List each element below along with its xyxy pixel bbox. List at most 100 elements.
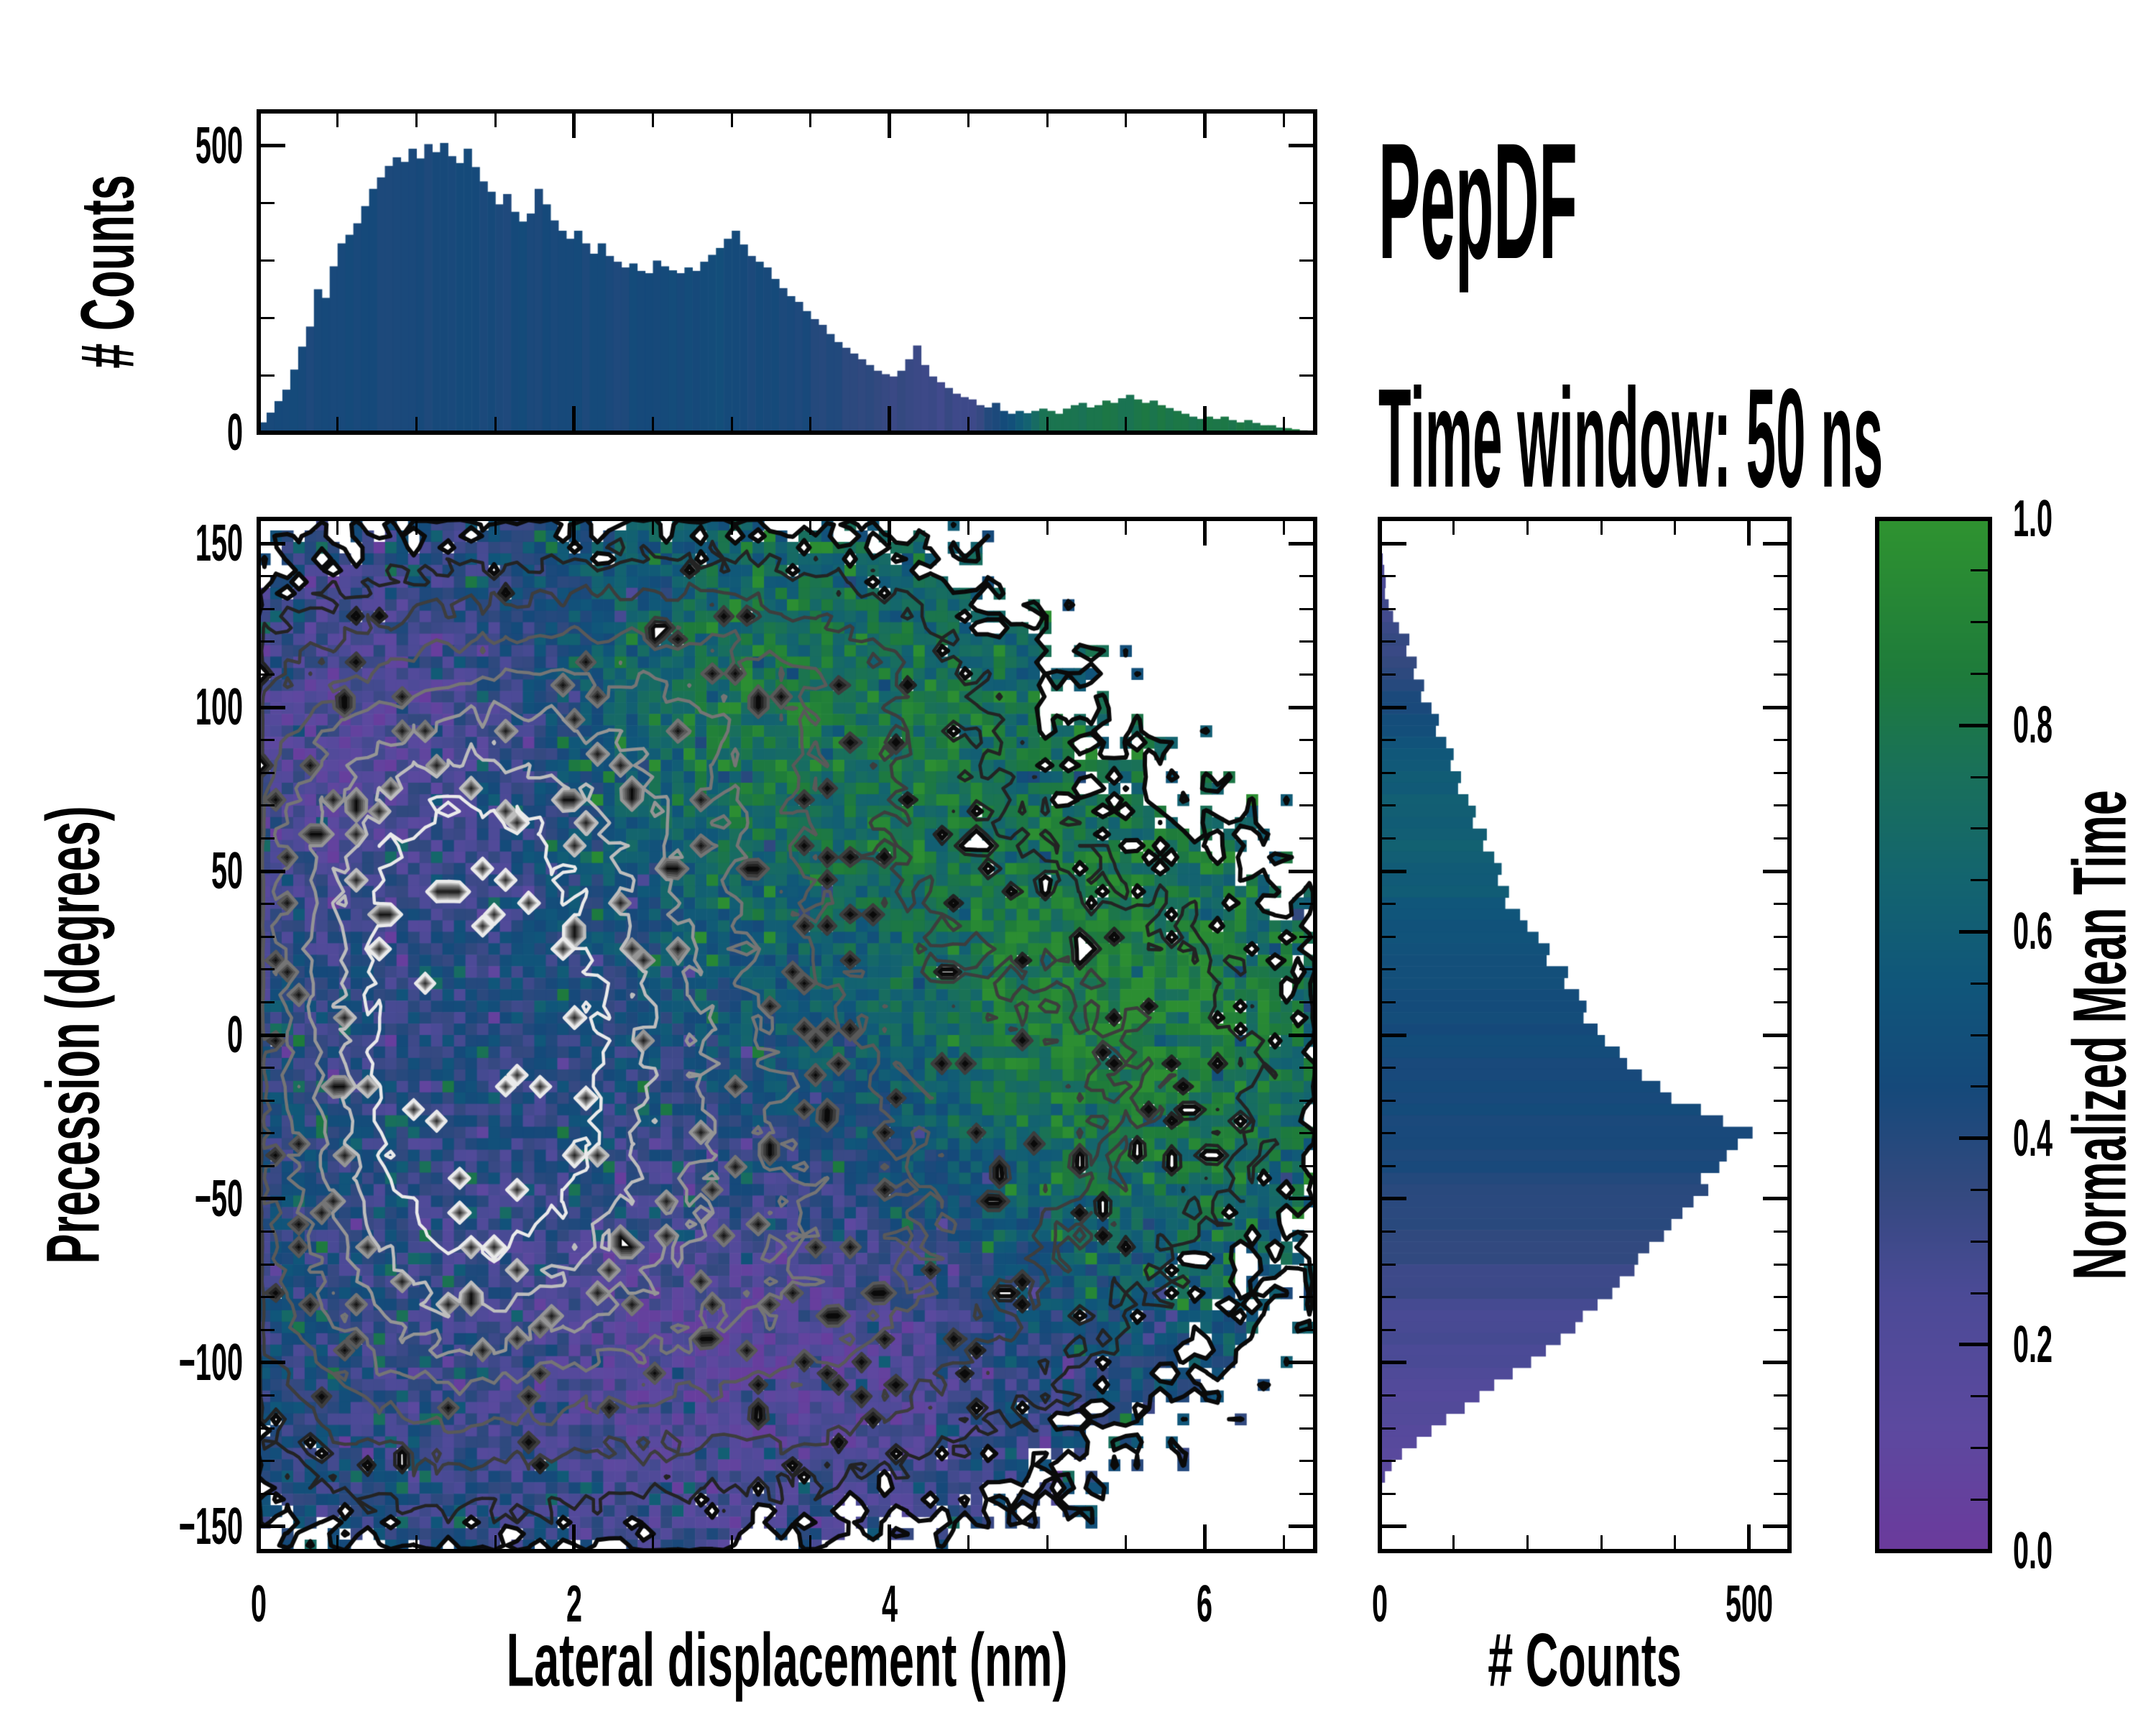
tick-label: 0 <box>250 1576 267 1633</box>
tick-label: 0.8 <box>2013 696 2053 755</box>
tick-mark <box>1299 640 1313 643</box>
tick-mark <box>1971 982 1988 985</box>
tick-mark <box>1774 903 1787 906</box>
tick-mark <box>809 521 812 535</box>
tick-label: 50 <box>211 842 243 901</box>
tick-mark <box>261 1460 275 1463</box>
tick-mark <box>1382 673 1396 676</box>
tick-mark <box>1971 1240 1988 1243</box>
tick-mark <box>1959 517 1988 521</box>
tick-mark <box>1774 1099 1787 1102</box>
tick-mark <box>257 521 261 546</box>
tick-mark <box>1382 1328 1396 1331</box>
tick-mark <box>261 1492 275 1495</box>
tick-mark <box>1289 869 1313 873</box>
tick-mark <box>1382 1067 1396 1070</box>
tick-mark <box>261 316 275 319</box>
tick-mark <box>1382 903 1396 906</box>
tick-mark <box>261 804 275 807</box>
tick-mark <box>1289 1524 1313 1529</box>
tick-mark <box>415 114 418 127</box>
tick-mark <box>1282 114 1285 127</box>
tick-mark <box>1382 1263 1396 1266</box>
tick-mark <box>1125 1535 1128 1549</box>
tick-mark <box>1299 202 1313 205</box>
tick-mark <box>809 417 812 431</box>
tick-mark <box>1299 1067 1313 1070</box>
tick-mark <box>1452 521 1455 535</box>
tick-mark <box>261 837 275 840</box>
tick-mark <box>1289 144 1313 148</box>
tick-mark <box>261 1164 275 1167</box>
tick-mark <box>261 144 285 148</box>
tick-label: 6 <box>1197 1576 1213 1633</box>
tick-mark <box>261 869 285 873</box>
tick-mark <box>1202 521 1207 546</box>
tick-mark <box>1299 1492 1313 1495</box>
tick-mark <box>1774 1296 1787 1299</box>
tick-mark <box>261 1361 285 1365</box>
tick-mark <box>1382 1197 1406 1201</box>
tick-mark <box>1763 1033 1787 1037</box>
tick-label: 500 <box>195 116 243 175</box>
tick-mark <box>1299 1099 1313 1102</box>
joint-heatmap-canvas <box>259 519 1315 1551</box>
tick-mark <box>261 968 275 971</box>
tick-mark <box>261 607 275 610</box>
tick-mark <box>1774 771 1787 774</box>
tick-mark <box>1600 1535 1603 1549</box>
tick-label: −150 <box>178 1497 243 1555</box>
tick-label: 1.0 <box>2013 490 2053 548</box>
tick-mark <box>261 903 275 906</box>
tick-mark <box>967 114 969 127</box>
tick-mark <box>494 114 497 127</box>
tick-mark <box>1289 1197 1313 1201</box>
tick-mark <box>572 406 576 431</box>
tick-mark <box>652 1535 654 1549</box>
tick-mark <box>730 114 733 127</box>
tick-mark <box>1289 431 1313 435</box>
tick-mark <box>1774 1460 1787 1463</box>
tick-mark <box>1382 1230 1396 1233</box>
heatmap-ylabel: Precession (degrees) <box>31 806 116 1264</box>
tick-mark <box>1282 1535 1285 1549</box>
tick-mark <box>1971 1395 1988 1398</box>
tick-mark <box>1526 521 1529 535</box>
tick-mark <box>1299 316 1313 319</box>
tick-mark <box>1382 1524 1406 1529</box>
tick-mark <box>1971 1034 1988 1036</box>
tick-mark <box>1299 1394 1313 1397</box>
tick-mark <box>261 739 275 742</box>
tick-mark <box>1971 569 1988 572</box>
tick-mark <box>1774 1230 1787 1233</box>
tick-mark <box>888 406 892 431</box>
tick-mark <box>257 406 261 431</box>
tick-mark <box>1299 1263 1313 1266</box>
tick-mark <box>261 1033 285 1037</box>
tick-mark <box>257 1524 261 1549</box>
tick-mark <box>1774 837 1787 840</box>
tick-mark <box>261 1230 275 1233</box>
tick-mark <box>1378 1524 1382 1549</box>
tick-label: 100 <box>195 678 243 737</box>
tick-mark <box>1382 1164 1396 1167</box>
tick-label: 500 <box>1725 1576 1773 1633</box>
tick-mark <box>261 1099 275 1102</box>
tick-mark <box>1046 521 1049 535</box>
tick-label: 0.0 <box>2013 1522 2053 1580</box>
tick-mark <box>1299 1328 1313 1331</box>
tick-mark <box>1299 1164 1313 1167</box>
tick-mark <box>1299 673 1313 676</box>
tick-mark <box>1763 1524 1787 1529</box>
tick-mark <box>336 521 339 535</box>
tick-mark <box>336 114 339 127</box>
tick-mark <box>1971 879 1988 882</box>
tick-mark <box>1125 114 1128 127</box>
tick-mark <box>494 521 497 535</box>
tick-mark <box>1774 1492 1787 1495</box>
tick-label: 0 <box>1371 1576 1388 1633</box>
tick-mark <box>1289 1361 1313 1365</box>
tick-mark <box>1382 739 1396 742</box>
tick-mark <box>1774 1067 1787 1070</box>
tick-mark <box>1202 114 1207 138</box>
